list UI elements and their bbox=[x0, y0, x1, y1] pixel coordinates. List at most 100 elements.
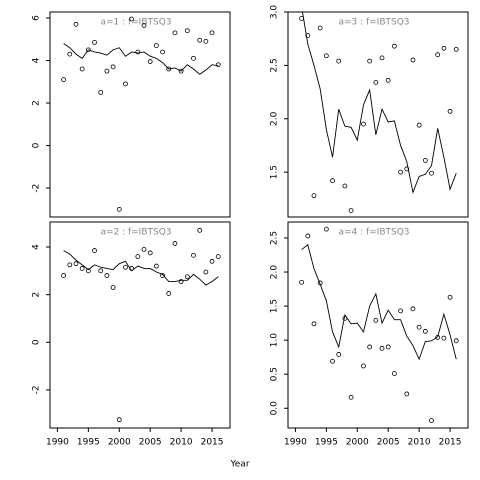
data-point bbox=[67, 262, 73, 268]
data-point bbox=[203, 38, 209, 44]
data-point bbox=[385, 344, 391, 350]
trend-line bbox=[63, 43, 219, 75]
data-point bbox=[398, 169, 403, 175]
data-point bbox=[422, 328, 428, 334]
data-point bbox=[184, 28, 190, 34]
panel-annotation: a=2 : f=IBTSQ3 bbox=[100, 228, 171, 238]
data-point bbox=[73, 261, 79, 267]
x-tick-label: 2015 bbox=[201, 438, 224, 448]
y-tick-label: 1.5 bbox=[270, 165, 280, 179]
x-tick-label: 1995 bbox=[315, 438, 338, 448]
data-point bbox=[178, 68, 184, 74]
data-point bbox=[348, 394, 354, 400]
data-point bbox=[330, 178, 335, 184]
y-tick-label: 4 bbox=[32, 244, 42, 250]
data-point bbox=[391, 371, 397, 376]
y-tick-label: 2.5 bbox=[270, 58, 280, 72]
trend-line bbox=[63, 250, 219, 286]
data-point bbox=[135, 254, 141, 259]
data-point bbox=[453, 46, 459, 52]
data-point bbox=[361, 121, 366, 127]
data-point bbox=[153, 43, 159, 48]
y-tick-label: 0 bbox=[32, 339, 42, 345]
data-point bbox=[147, 250, 153, 256]
x-tick-label: 2000 bbox=[346, 438, 369, 448]
x-tick-label: 2000 bbox=[108, 438, 131, 448]
data-point bbox=[391, 43, 397, 49]
plot-frame bbox=[287, 221, 469, 429]
data-point bbox=[153, 263, 159, 269]
data-point bbox=[367, 58, 373, 64]
data-point bbox=[79, 266, 85, 271]
data-point bbox=[398, 308, 403, 314]
data-point bbox=[367, 344, 373, 350]
data-point bbox=[311, 193, 317, 199]
trend-line bbox=[301, 244, 457, 361]
data-point bbox=[336, 352, 342, 357]
data-point bbox=[447, 294, 453, 300]
data-point bbox=[447, 108, 453, 114]
data-point bbox=[166, 291, 172, 296]
data-point bbox=[215, 254, 221, 259]
data-point bbox=[98, 89, 104, 95]
data-point bbox=[98, 268, 104, 274]
x-tick-label: 2010 bbox=[408, 438, 431, 448]
data-point bbox=[323, 226, 329, 232]
data-point bbox=[342, 183, 348, 189]
data-point bbox=[141, 246, 147, 252]
data-point bbox=[435, 52, 441, 58]
panel-annotation: a=3 : f=IBTSQ3 bbox=[338, 18, 409, 28]
data-point bbox=[160, 49, 165, 55]
y-tick-label: 4 bbox=[32, 57, 42, 63]
data-point bbox=[73, 21, 79, 27]
x-axis-label: Year bbox=[229, 460, 249, 470]
data-point bbox=[110, 285, 116, 290]
plot-frame bbox=[49, 11, 231, 218]
data-point bbox=[203, 269, 209, 275]
y-tick-label: -2 bbox=[32, 184, 42, 193]
trend-line bbox=[302, 12, 457, 195]
x-tick-label: 2010 bbox=[170, 438, 193, 448]
y-tick-label: 3.0 bbox=[270, 5, 280, 20]
data-point bbox=[123, 264, 128, 270]
data-point bbox=[348, 208, 354, 213]
data-point bbox=[311, 321, 317, 327]
data-point bbox=[85, 268, 91, 274]
data-point bbox=[404, 166, 410, 172]
data-point bbox=[305, 33, 311, 38]
data-point bbox=[79, 66, 85, 72]
data-point bbox=[160, 273, 165, 278]
data-point bbox=[404, 391, 410, 397]
y-tick-label: 1.5 bbox=[270, 299, 280, 313]
data-point bbox=[317, 25, 323, 31]
data-point bbox=[85, 47, 91, 53]
data-point bbox=[361, 363, 366, 369]
data-point bbox=[215, 62, 221, 68]
x-tick-label: 2005 bbox=[377, 438, 400, 448]
data-point bbox=[429, 170, 434, 176]
x-tick-label: 1990 bbox=[284, 438, 307, 448]
y-tick-label: 2 bbox=[32, 100, 42, 106]
data-point bbox=[116, 417, 122, 423]
data-point bbox=[336, 58, 342, 64]
y-tick-label: 0.5 bbox=[270, 367, 280, 381]
data-point bbox=[92, 248, 97, 253]
data-point bbox=[379, 55, 385, 61]
data-point bbox=[110, 64, 116, 70]
y-tick-label: -2 bbox=[32, 385, 42, 394]
data-point bbox=[373, 318, 379, 323]
data-point bbox=[422, 158, 428, 163]
data-point bbox=[172, 241, 178, 246]
plot-frame bbox=[49, 221, 231, 429]
data-point bbox=[441, 335, 447, 341]
data-point bbox=[209, 258, 215, 264]
data-point bbox=[330, 358, 335, 364]
data-point bbox=[123, 81, 128, 87]
plot-frame bbox=[287, 11, 469, 218]
data-point bbox=[135, 49, 141, 55]
y-tick-label: 0 bbox=[32, 142, 42, 148]
data-point bbox=[129, 16, 135, 22]
data-point bbox=[61, 77, 67, 83]
data-point bbox=[67, 51, 73, 57]
